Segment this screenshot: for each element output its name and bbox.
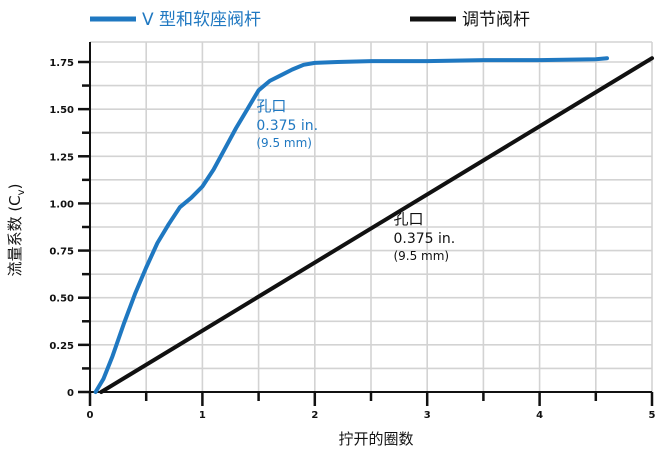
- annotation-0-line: 孔口: [256, 97, 286, 115]
- x-tick-label: 0: [87, 410, 94, 421]
- annotation-1-line: 0.375 in.: [393, 231, 455, 247]
- annotation-0-line: 0.375 in.: [256, 118, 318, 134]
- legend-label-0: V 型和软座阀杆: [142, 10, 261, 30]
- y-axis-label-main: 流量系数 (C: [6, 195, 24, 276]
- x-tick-label: 5: [649, 410, 656, 421]
- annotation-1-line: (9.5 mm): [393, 249, 449, 263]
- y-tick-label: 0.75: [49, 247, 74, 258]
- y-tick-label: 1.50: [49, 105, 74, 116]
- y-tick-label: 0.25: [49, 341, 74, 352]
- y-tick-label: 0.50: [49, 294, 74, 305]
- x-axis-label: 拧开的圈数: [338, 430, 413, 448]
- x-tick-label: 4: [536, 410, 543, 421]
- x-tick-label: 3: [424, 410, 431, 421]
- annotation-1-line: 孔口: [393, 210, 423, 228]
- x-tick-label: 2: [311, 410, 318, 421]
- y-tick-label: 0: [67, 388, 74, 399]
- legend-label-1: 调节阀杆: [462, 10, 530, 30]
- y-tick-label: 1.00: [49, 199, 74, 210]
- legend: V 型和软座阀杆 调节阀杆: [90, 10, 530, 30]
- y-tick-label: 1.25: [49, 152, 74, 163]
- y-axis-label-close: ): [6, 184, 24, 190]
- y-axis-label: 流量系数 (Cv): [6, 184, 27, 277]
- x-tick-label: 1: [199, 410, 206, 421]
- y-tick-label: 1.75: [49, 58, 74, 69]
- annotation-0-line: (9.5 mm): [256, 136, 312, 150]
